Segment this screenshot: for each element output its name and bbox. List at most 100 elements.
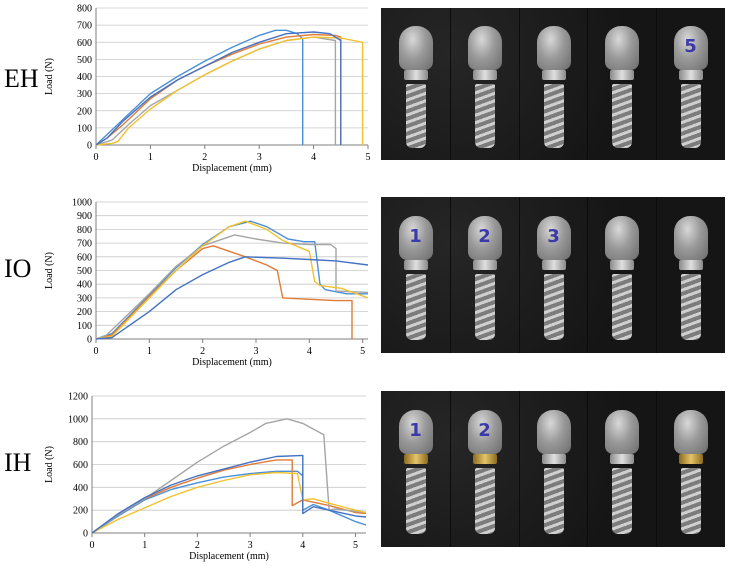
implant-specimen: 3 [519,197,588,353]
abutment-crown [673,410,708,454]
series-line-5 [95,256,369,340]
y-tick-label: 300 [77,293,92,304]
load-displacement-chart-io: 0 100 200 300 400 500 600 700 800 900 1000 0 1 2 3 4 5 Di… [44,198,369,368]
implant-collar [609,70,634,80]
implant-screw [611,468,632,534]
x-axis-title: Displacement (mm) [192,163,272,174]
implant-number-label: 1 [409,226,422,247]
implant-screw [405,468,426,534]
x-tick-label: 1 [148,152,153,163]
implant-screw [680,274,701,340]
implant-collar [472,260,497,270]
abutment-crown [604,410,639,454]
photo-divider [450,8,451,160]
implant-specimen [450,8,519,160]
implant-specimen [656,391,725,547]
series-line-1 [91,470,367,534]
x-tick-label: 1 [142,540,147,551]
series-line-3 [95,234,369,340]
implant-specimen: 1 [381,391,450,547]
abutment-crown [467,410,502,454]
specimen-photo-io: 1 2 3 [381,197,725,353]
row-label-io: IO [4,254,32,283]
implant-collar [472,454,497,464]
implant-specimen: 2 [450,197,519,353]
x-tick-label: 0 [90,540,95,551]
series-line-3 [95,36,337,146]
implant-specimen [519,391,588,547]
x-tick-label: 4 [307,346,312,357]
abutment-crown [536,410,571,454]
x-axis-title: Displacement (mm) [189,551,269,562]
implant-collar [609,260,634,270]
implant-screw [543,84,564,148]
series-line-2 [91,459,367,534]
implant-number-label: 2 [478,420,491,441]
y-tick-label: 1000 [72,198,92,209]
implant-collar [541,70,566,80]
y-tick-label: 700 [77,21,92,32]
implant-collar [403,70,428,80]
implant-screw [543,274,564,340]
implant-collar [403,260,428,270]
abutment-crown [398,410,433,454]
implant-specimen: 2 [450,391,519,547]
y-tick-label: 200 [73,506,88,517]
y-tick-label: 500 [77,55,92,66]
implant-specimen: 5 [656,8,725,160]
y-tick-label: 100 [77,321,92,332]
x-axis-title: Displacement (mm) [192,357,272,368]
y-tick-label: 400 [73,483,88,494]
abutment-crown [604,216,639,260]
x-tick-label: 2 [195,540,200,551]
y-tick-label: 100 [77,123,92,134]
photo-divider [519,391,520,547]
implant-screw [474,274,495,340]
implant-collar [678,454,703,464]
y-tick-label: 900 [77,211,92,222]
y-tick-label: 700 [77,239,92,250]
implant-specimen [656,197,725,353]
y-axis-title: Load (N) [44,58,55,95]
y-tick-label: 600 [77,38,92,49]
implant-collar [403,454,428,464]
photo-divider [450,391,451,547]
implant-collar [472,70,497,80]
x-tick-label: 2 [200,346,205,357]
implant-specimen [519,8,588,160]
photo-divider [519,197,520,353]
photo-divider [656,197,657,353]
y-tick-label: 600 [73,460,88,471]
implant-number-label: 1 [409,420,422,441]
abutment-crown [398,216,433,260]
load-displacement-chart-ih: 0 200 400 600 800 1000 1200 0 1 2 3 4 5 Displacement … [44,392,367,562]
row-label-ih: IH [4,448,32,477]
x-tick-label: 5 [353,540,358,551]
abutment-crown [673,216,708,260]
implant-number-label: 3 [547,226,560,247]
photo-divider [450,197,451,353]
x-tick-label: 0 [94,152,99,163]
implant-specimen [587,197,656,353]
photo-divider [587,197,588,353]
y-tick-label: 200 [77,307,92,318]
implant-collar [678,70,703,80]
photo-divider [587,8,588,160]
x-tick-label: 3 [248,540,253,551]
y-tick-label: 1000 [68,414,88,425]
photo-divider [656,391,657,547]
implant-collar [541,260,566,270]
y-tick-label: 1200 [68,392,88,403]
series-line-5 [91,454,367,534]
x-tick-label: 1 [147,346,152,357]
implant-screw [611,274,632,340]
specimen-photo-eh: 5 [381,8,725,160]
abutment-crown [398,26,433,70]
implant-specimen [587,8,656,160]
implant-collar [678,260,703,270]
series-line-4 [91,471,367,534]
y-tick-label: 0 [87,141,92,152]
y-tick-label: 400 [77,280,92,291]
implant-collar [541,454,566,464]
